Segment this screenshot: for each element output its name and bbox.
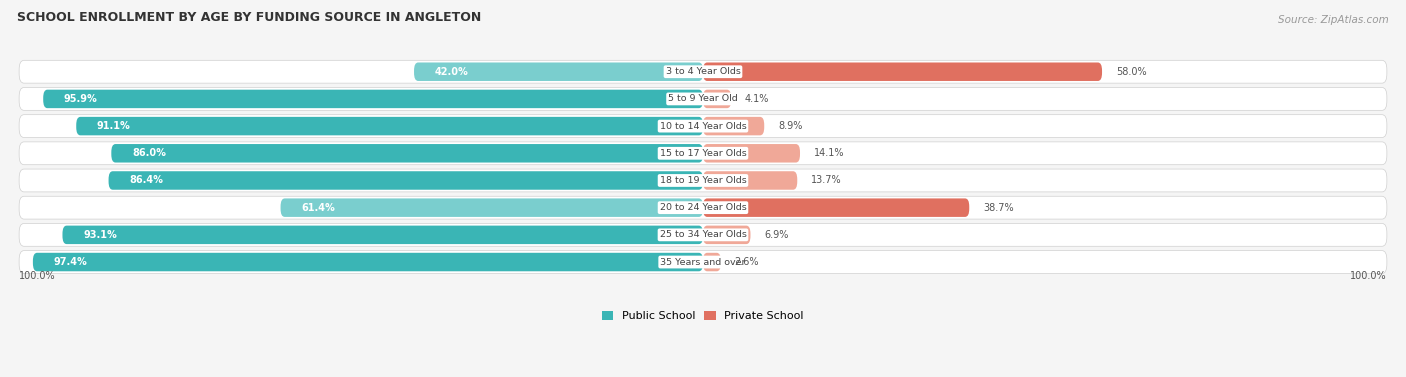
- Text: 8.9%: 8.9%: [778, 121, 803, 131]
- FancyBboxPatch shape: [20, 142, 1386, 165]
- FancyBboxPatch shape: [20, 169, 1386, 192]
- Text: SCHOOL ENROLLMENT BY AGE BY FUNDING SOURCE IN ANGLETON: SCHOOL ENROLLMENT BY AGE BY FUNDING SOUR…: [17, 11, 481, 24]
- FancyBboxPatch shape: [703, 225, 751, 244]
- Text: 25 to 34 Year Olds: 25 to 34 Year Olds: [659, 230, 747, 239]
- FancyBboxPatch shape: [703, 144, 800, 162]
- FancyBboxPatch shape: [44, 90, 703, 108]
- Text: 91.1%: 91.1%: [97, 121, 131, 131]
- Text: 93.1%: 93.1%: [83, 230, 117, 240]
- FancyBboxPatch shape: [20, 224, 1386, 246]
- FancyBboxPatch shape: [20, 115, 1386, 138]
- Text: 95.9%: 95.9%: [63, 94, 97, 104]
- Text: 42.0%: 42.0%: [434, 67, 468, 77]
- FancyBboxPatch shape: [413, 63, 703, 81]
- FancyBboxPatch shape: [32, 253, 703, 271]
- Text: 100.0%: 100.0%: [20, 271, 56, 280]
- Legend: Public School, Private School: Public School, Private School: [598, 307, 808, 326]
- FancyBboxPatch shape: [20, 60, 1386, 83]
- FancyBboxPatch shape: [281, 198, 703, 217]
- Text: 14.1%: 14.1%: [814, 148, 844, 158]
- Text: 4.1%: 4.1%: [745, 94, 769, 104]
- Text: 13.7%: 13.7%: [811, 175, 842, 185]
- FancyBboxPatch shape: [76, 117, 703, 135]
- FancyBboxPatch shape: [62, 225, 703, 244]
- FancyBboxPatch shape: [703, 63, 1102, 81]
- Text: 5 to 9 Year Old: 5 to 9 Year Old: [668, 94, 738, 103]
- Text: 6.9%: 6.9%: [765, 230, 789, 240]
- FancyBboxPatch shape: [703, 90, 731, 108]
- Text: 61.4%: 61.4%: [301, 203, 335, 213]
- Text: Source: ZipAtlas.com: Source: ZipAtlas.com: [1278, 15, 1389, 25]
- FancyBboxPatch shape: [20, 196, 1386, 219]
- FancyBboxPatch shape: [20, 87, 1386, 110]
- Text: 20 to 24 Year Olds: 20 to 24 Year Olds: [659, 203, 747, 212]
- Text: 86.0%: 86.0%: [132, 148, 166, 158]
- FancyBboxPatch shape: [111, 144, 703, 162]
- FancyBboxPatch shape: [20, 251, 1386, 273]
- Text: 58.0%: 58.0%: [1116, 67, 1146, 77]
- Text: 86.4%: 86.4%: [129, 175, 163, 185]
- Text: 10 to 14 Year Olds: 10 to 14 Year Olds: [659, 122, 747, 130]
- Text: 3 to 4 Year Olds: 3 to 4 Year Olds: [665, 67, 741, 76]
- Text: 38.7%: 38.7%: [983, 203, 1014, 213]
- Text: 15 to 17 Year Olds: 15 to 17 Year Olds: [659, 149, 747, 158]
- Text: 18 to 19 Year Olds: 18 to 19 Year Olds: [659, 176, 747, 185]
- Text: 97.4%: 97.4%: [53, 257, 87, 267]
- FancyBboxPatch shape: [703, 198, 969, 217]
- FancyBboxPatch shape: [703, 171, 797, 190]
- FancyBboxPatch shape: [703, 253, 721, 271]
- Text: 2.6%: 2.6%: [735, 257, 759, 267]
- Text: 35 Years and over: 35 Years and over: [661, 257, 745, 267]
- Text: 100.0%: 100.0%: [1350, 271, 1386, 280]
- FancyBboxPatch shape: [703, 117, 765, 135]
- FancyBboxPatch shape: [108, 171, 703, 190]
